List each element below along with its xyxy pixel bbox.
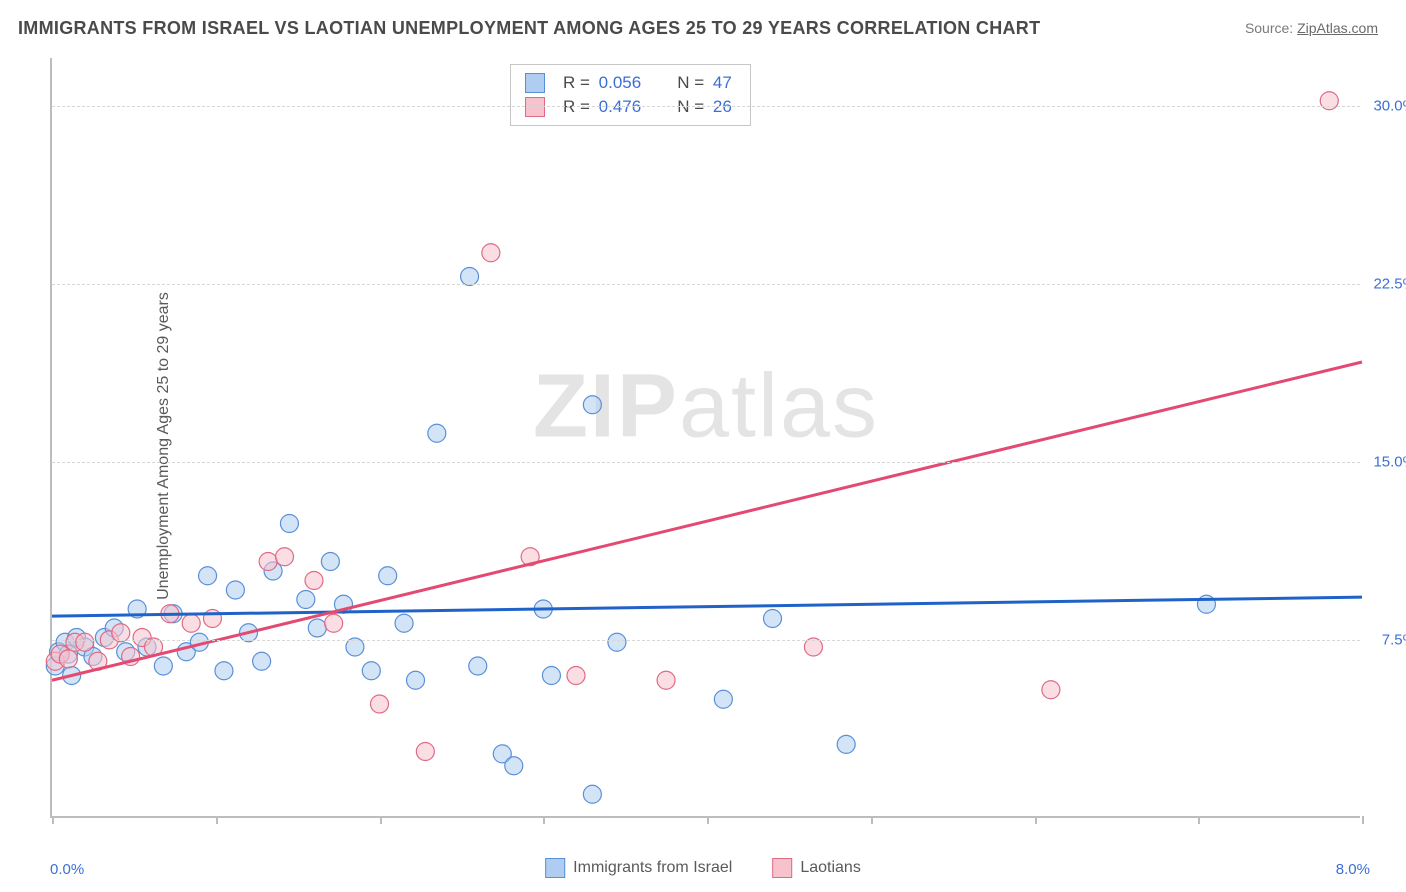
source-prefix: Source: <box>1245 20 1297 36</box>
data-point <box>215 662 233 680</box>
data-point <box>714 690 732 708</box>
data-point <box>416 743 434 761</box>
gridline <box>52 106 1360 107</box>
data-point <box>407 671 425 689</box>
data-point <box>542 667 560 685</box>
legend-item: Laotians <box>772 858 861 878</box>
data-point <box>59 650 77 668</box>
x-tick <box>1362 816 1364 824</box>
source-link[interactable]: ZipAtlas.com <box>1297 20 1378 36</box>
y-tick-label: 22.5% <box>1373 275 1406 292</box>
plot-area: ZIPatlas R = 0.056N = 47R = 0.476N = 26 … <box>50 58 1360 818</box>
data-point <box>182 614 200 632</box>
data-point <box>567 667 585 685</box>
data-point <box>395 614 413 632</box>
data-point <box>203 610 221 628</box>
n-label: N = 26 <box>677 97 736 117</box>
x-tick <box>1198 816 1200 824</box>
data-point <box>608 633 626 651</box>
legend-swatch <box>525 73 545 93</box>
data-point <box>76 633 94 651</box>
data-point <box>764 610 782 628</box>
data-point <box>325 614 343 632</box>
r-label: R = 0.056 <box>563 73 645 93</box>
series-legend: Immigrants from Israel Laotians <box>545 858 861 878</box>
chart-container: IMMIGRANTS FROM ISRAEL VS LAOTIAN UNEMPL… <box>0 0 1406 892</box>
legend-row: R = 0.056 N = 47 <box>525 71 736 95</box>
data-point <box>154 657 172 675</box>
legend-row: R = 0.476 N = 26 <box>525 95 736 119</box>
x-tick <box>216 816 218 824</box>
data-point <box>1320 92 1338 110</box>
chart-source: Source: ZipAtlas.com <box>1245 20 1378 36</box>
legend-label: Laotians <box>800 859 861 876</box>
r-label: R = 0.476 <box>563 97 645 117</box>
x-tick <box>707 816 709 824</box>
regression-line <box>52 597 1362 616</box>
data-point <box>371 695 389 713</box>
gridline <box>52 284 1360 285</box>
data-point <box>276 548 294 566</box>
data-point <box>362 662 380 680</box>
data-point <box>321 553 339 571</box>
data-point <box>280 515 298 533</box>
regression-line <box>52 362 1362 680</box>
data-point <box>657 671 675 689</box>
data-point <box>226 581 244 599</box>
data-point <box>837 735 855 753</box>
x-tick <box>871 816 873 824</box>
x-tick <box>1035 816 1037 824</box>
data-point <box>1042 681 1060 699</box>
scatter-svg <box>52 58 1360 816</box>
data-point <box>482 244 500 262</box>
x-tick <box>543 816 545 824</box>
chart-title: IMMIGRANTS FROM ISRAEL VS LAOTIAN UNEMPL… <box>18 18 1040 39</box>
data-point <box>253 652 271 670</box>
data-point <box>379 567 397 585</box>
data-point <box>259 553 277 571</box>
legend-swatch <box>545 858 565 878</box>
x-axis-max-label: 8.0% <box>1336 861 1370 878</box>
data-point <box>308 619 326 637</box>
y-tick-label: 7.5% <box>1382 631 1406 648</box>
y-tick-label: 15.0% <box>1373 453 1406 470</box>
x-tick <box>380 816 382 824</box>
y-tick-label: 30.0% <box>1373 97 1406 114</box>
data-point <box>583 785 601 803</box>
legend-label: Immigrants from Israel <box>573 859 732 876</box>
x-axis-min-label: 0.0% <box>50 861 84 878</box>
legend-swatch <box>525 97 545 117</box>
legend-item: Immigrants from Israel <box>545 858 732 878</box>
data-point <box>505 757 523 775</box>
data-point <box>428 424 446 442</box>
data-point <box>305 572 323 590</box>
x-tick <box>52 816 54 824</box>
n-label: N = 47 <box>677 73 736 93</box>
data-point <box>583 396 601 414</box>
gridline <box>52 462 1360 463</box>
correlation-legend: R = 0.056 N = 47 R = 0.476 N = 26 <box>510 64 751 126</box>
legend-swatch <box>772 858 792 878</box>
gridline <box>52 640 1360 641</box>
data-point <box>297 591 315 609</box>
data-point <box>199 567 217 585</box>
data-point <box>469 657 487 675</box>
